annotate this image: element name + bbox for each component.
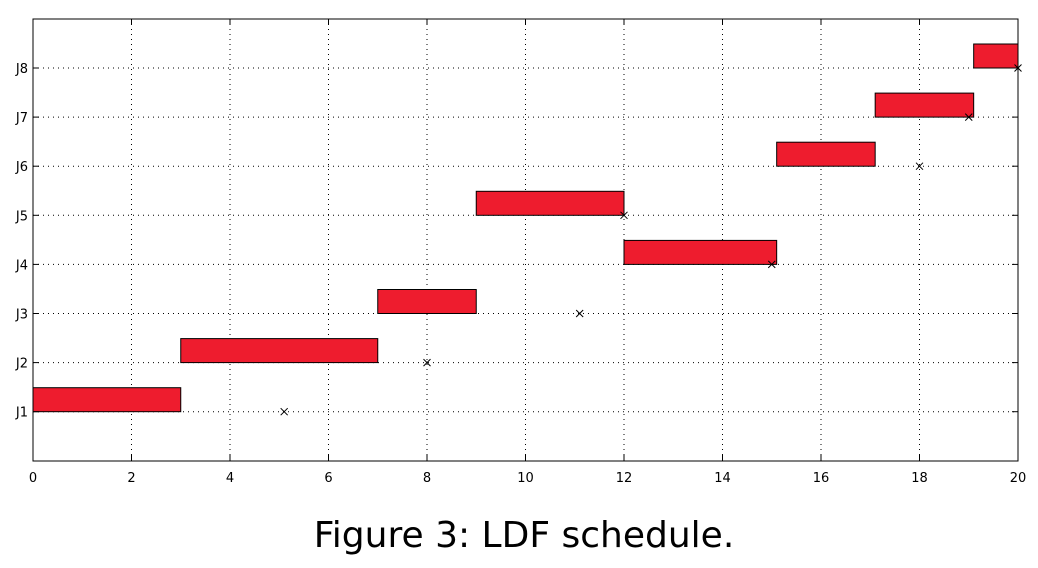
y-tick-label: J4 (15, 258, 28, 273)
figure-caption: Figure 3: LDF schedule. (313, 515, 735, 556)
x-tick-label: 8 (423, 471, 431, 486)
y-tick-label: J3 (15, 308, 28, 323)
axis-ticks: 0 2 4 6 8 10 12 14 16 18 20 J1 J2 J3 J4 J5 J6 J7 J8 (15, 19, 1026, 486)
job-bar-j3 (377, 289, 477, 314)
y-tick-label: J8 (15, 62, 28, 77)
job-bar-j6 (776, 141, 876, 167)
job-bar-j4 (623, 239, 778, 265)
deadline-marker-j5 (620, 211, 628, 220)
deadline-marker-j1 (280, 407, 289, 416)
x-tick-label: 20 (1010, 471, 1027, 486)
x-tick-label: 16 (813, 471, 830, 486)
x-tick-label: 0 (29, 471, 37, 486)
x-tick-label: 12 (616, 471, 633, 486)
deadline-marker-j7 (964, 113, 973, 121)
x-tick-label: 10 (517, 471, 534, 486)
y-tick-label: J6 (15, 160, 28, 175)
deadline-markers (280, 64, 1022, 416)
y-tick-label: J1 (15, 406, 28, 421)
x-tick-label: 2 (127, 471, 135, 486)
y-tick-label: J5 (15, 209, 28, 224)
job-bar-j2 (180, 338, 379, 364)
job-bar-j5 (475, 190, 625, 216)
x-tick-label: 4 (226, 471, 234, 486)
deadline-marker-j6 (915, 162, 924, 171)
gantt-chart: 0 2 4 6 8 10 12 14 16 18 20 J1 J2 J3 J4 J5 J6 J7 J8 (15, 18, 1026, 486)
x-tick-label: 14 (714, 471, 731, 486)
job-bar-j8 (973, 43, 1019, 69)
bars-layer (32, 43, 1019, 413)
y-tick-label: J7 (15, 111, 28, 126)
job-bar-j7 (874, 92, 975, 118)
x-tick-label: 18 (911, 471, 928, 486)
job-bar-j1 (32, 387, 182, 413)
x-tick-label: 6 (324, 471, 332, 486)
deadline-marker-j4 (767, 260, 776, 269)
deadline-marker-j2 (423, 358, 431, 367)
y-tick-label: J2 (15, 357, 28, 372)
deadline-marker-j3 (575, 309, 584, 318)
